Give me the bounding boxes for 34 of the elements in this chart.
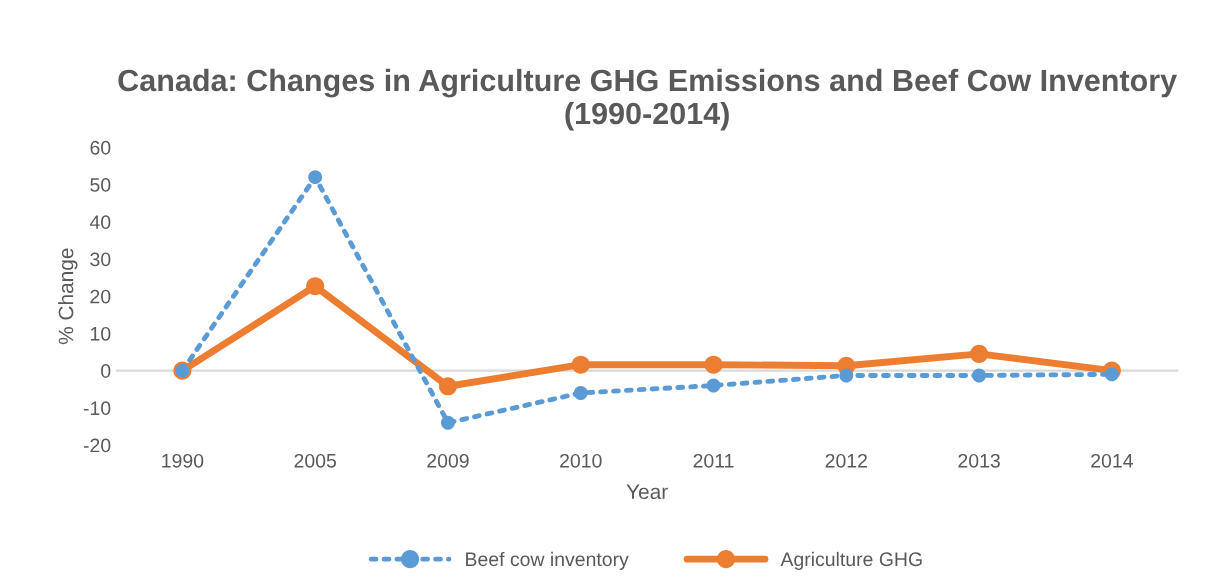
y-tick-label: -20: [83, 438, 111, 453]
point: [308, 170, 323, 185]
x-tick-label: 2005: [294, 453, 336, 468]
x-tick-label: 2012: [825, 453, 867, 468]
point: [704, 355, 723, 374]
point: [441, 415, 455, 430]
legend-label: Beef cow inventory: [466, 551, 629, 570]
x-axis-title: Year: [626, 484, 668, 500]
x-tick-label: 2013: [958, 453, 1000, 468]
x-tick-label: 2014: [1091, 453, 1133, 468]
x-tick-label: 1990: [162, 453, 204, 468]
point: [571, 355, 590, 374]
point: [573, 386, 588, 400]
y-tick-label: 50: [90, 178, 111, 192]
y-tick-label: 0: [101, 364, 111, 378]
point: [438, 377, 457, 396]
point: [1104, 367, 1119, 382]
x-tick-label: 2009: [427, 453, 469, 468]
y-tick-label: -10: [83, 401, 111, 416]
y-tick-label: 60: [90, 140, 111, 155]
x-tick-label: 2010: [560, 453, 602, 468]
y-tick-label: 30: [90, 252, 111, 267]
y-tick-label: 40: [89, 215, 111, 230]
y-tick-label: 10: [90, 326, 111, 341]
point: [306, 277, 325, 296]
point: [839, 368, 854, 383]
chart-title: Canada: Changes in Agriculture GHG Emissions and Beef Cow Inventory (1990-2014): [118, 68, 1177, 131]
y-axis-title: % Change: [58, 248, 78, 345]
legend-label: Agriculture GHG: [780, 551, 922, 570]
point: [972, 368, 987, 383]
point: [706, 378, 721, 393]
point: [970, 344, 989, 363]
y-tick-label: 20: [90, 289, 111, 304]
x-tick-label: 2011: [693, 453, 734, 468]
